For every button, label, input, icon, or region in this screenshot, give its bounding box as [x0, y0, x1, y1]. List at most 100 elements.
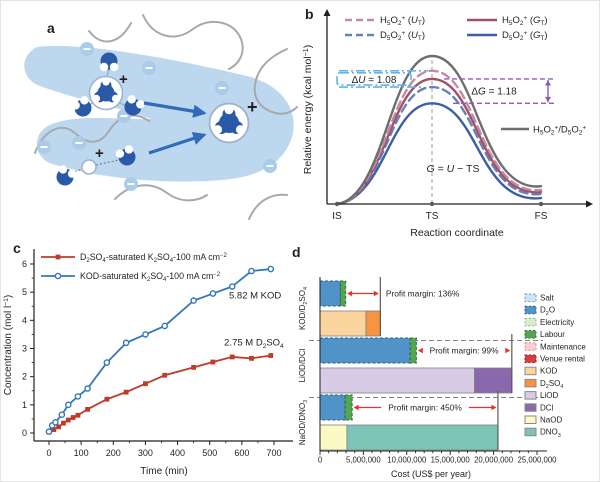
- energy-curve: [335, 102, 543, 206]
- legend-swatch: [524, 403, 537, 412]
- y-axis-title: Relative energy (kcal mol−1): [302, 45, 314, 175]
- annotation-label: 2.75 M D2SO4: [224, 338, 284, 350]
- data-point: [75, 412, 81, 418]
- y-tick-label: 5: [22, 287, 27, 297]
- data-point: [61, 420, 66, 426]
- y-tick-label: 1: [22, 400, 27, 410]
- legend-swatch: [524, 342, 537, 351]
- arrow-icon: [148, 131, 207, 155]
- data-point: [210, 359, 216, 365]
- membrane-channel: [24, 45, 294, 182]
- profit-label: Profit margin: 450%: [388, 403, 462, 413]
- negative-charge-icons: [37, 42, 277, 191]
- data-point: [52, 418, 59, 426]
- x-tick-label: 600: [234, 448, 249, 458]
- y-tick-label: 0: [22, 428, 27, 438]
- cost-segment: [319, 337, 411, 364]
- axis-dot: [429, 201, 435, 207]
- equation-label: G = U − TS: [427, 163, 480, 175]
- category-label: LiOD/DCl: [298, 348, 307, 382]
- x-tick-label: 100: [74, 448, 89, 458]
- annotation-label: 5.82 M KOD: [229, 290, 281, 301]
- legend-swatch: [524, 427, 537, 437]
- minus-charge-icon: [124, 177, 138, 191]
- polymer-chain: [34, 14, 298, 220]
- legend-swatch: [524, 305, 537, 315]
- data-point: [74, 393, 82, 400]
- proton-icon: [81, 159, 97, 175]
- data-point: [268, 353, 274, 358]
- data-point: [58, 411, 66, 418]
- legend-label: H5O2+ (UT): [380, 15, 425, 27]
- legend-label: D2O: [540, 306, 555, 317]
- cost-segment: [319, 394, 346, 421]
- plus-charge-icon: +: [247, 97, 258, 117]
- minus-charge-icon: [142, 61, 156, 75]
- x-axis-title: Cost (US$ per year): [391, 469, 471, 479]
- data-point: [51, 427, 57, 433]
- delta-g-label: ΔG = 1.18: [471, 87, 517, 98]
- panel-c-label: c: [13, 240, 21, 256]
- data-point: [228, 283, 236, 290]
- legend-label: NaOD: [540, 416, 562, 425]
- arrow-head-icon: [505, 347, 511, 354]
- legend-label: D5O2+ (GT): [502, 30, 548, 42]
- axis-dot: [334, 201, 340, 207]
- x-tick-label: 25,000,000: [517, 456, 557, 465]
- cost-segment: [344, 394, 353, 421]
- minus-charge-icon: [80, 42, 94, 56]
- legend-label: KOD-saturated K2SO4-100 mA cm−2: [80, 271, 221, 283]
- y-tick-label: 2: [22, 372, 27, 382]
- delta-u-label: ΔU = 1.08: [352, 75, 397, 86]
- revenue-segment: [365, 310, 381, 337]
- arrow-head-icon: [491, 404, 497, 411]
- cost-segment: [319, 280, 341, 307]
- data-point: [249, 355, 254, 361]
- energy-curve: [335, 69, 543, 206]
- legend-swatch: [524, 330, 537, 339]
- legend-swatch: [524, 317, 537, 327]
- minus-charge-icon: [263, 159, 277, 173]
- data-point: [45, 428, 53, 435]
- arrow-head-icon: [347, 290, 353, 297]
- legend-label: LiOD: [540, 391, 558, 400]
- x-tick-label: 5,000,000: [346, 456, 381, 465]
- x-axis-arrow-icon: [586, 200, 593, 208]
- x-tick-label: FS: [535, 211, 548, 222]
- positive-charge-icons: + + +: [95, 71, 258, 162]
- x-tick-label: 0: [46, 448, 51, 458]
- legend-label: Venue rental: [540, 355, 585, 364]
- x-tick-label: IS: [332, 211, 342, 222]
- arrow-head-icon: [353, 404, 359, 411]
- data-point: [191, 364, 197, 370]
- arrow-head-icon: [545, 79, 551, 86]
- arrow-head-icon: [545, 96, 551, 103]
- data-point: [65, 417, 71, 423]
- arrow-head-icon: [417, 347, 423, 354]
- x-tick-label: 200: [106, 448, 121, 458]
- panel-d-label: d: [292, 244, 301, 260]
- x-tick-label: 15,000,000: [431, 456, 471, 465]
- x-tick-label: 500: [202, 448, 217, 458]
- revenue-segment: [319, 367, 475, 394]
- y-axis-title: Concentration (mol l−1): [3, 295, 14, 396]
- concentration-time-chart: 0 1 2 3 4 5 6 0 100 200 300 400 500 600 700 D2SO4-satur…: [3, 249, 293, 477]
- data-point: [267, 265, 275, 273]
- legend-swatch: [524, 366, 537, 376]
- minus-charge-icon: [37, 140, 51, 154]
- legend-marker: [54, 272, 62, 280]
- legend-label: KOD: [540, 367, 558, 376]
- category-label: KOD/D2SO4: [298, 287, 309, 330]
- panel-b-label: b: [305, 6, 314, 22]
- x-tick-label: TS: [426, 211, 439, 222]
- plus-charge-icon: +: [119, 71, 128, 88]
- energy-profile-chart: IS TS FS Reaction coordinate Relative energy…: [302, 9, 593, 239]
- data-point: [209, 290, 217, 297]
- legend-swatch: [524, 354, 537, 363]
- y-tick-label: 3: [22, 343, 27, 353]
- revenue-segment: [346, 424, 499, 451]
- hydronium-ion-icon: [88, 75, 124, 111]
- y-tick-label: 6: [22, 259, 27, 269]
- panel-a-label: a: [47, 20, 55, 36]
